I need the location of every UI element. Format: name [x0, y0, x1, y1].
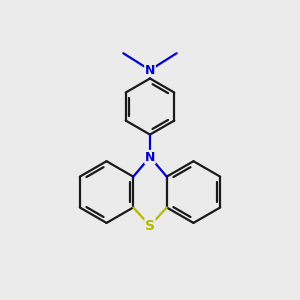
Text: N: N: [145, 151, 155, 164]
Text: N: N: [145, 64, 155, 76]
Text: S: S: [145, 219, 155, 233]
